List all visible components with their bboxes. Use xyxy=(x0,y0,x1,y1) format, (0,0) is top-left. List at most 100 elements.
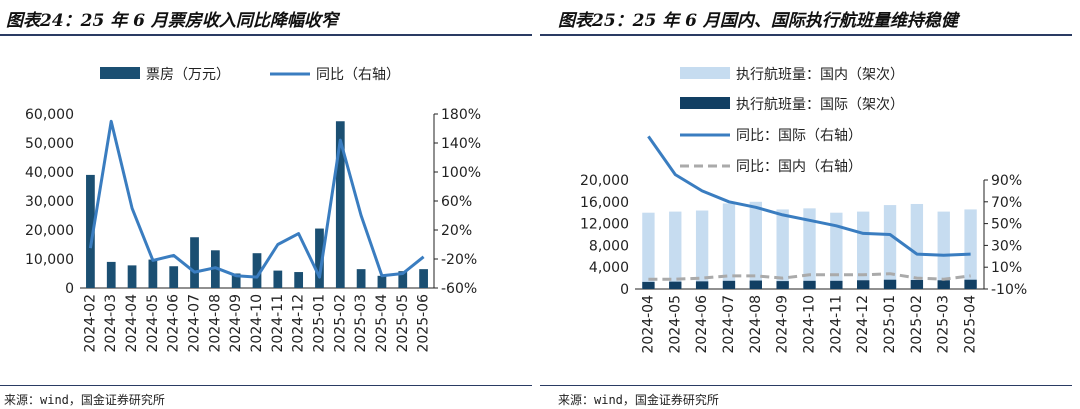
x-axis-tick-label: 2025-05 xyxy=(395,294,411,353)
left-axis-tick-label: 40,000 xyxy=(25,165,74,181)
legend-swatch xyxy=(680,97,730,109)
bar-1 xyxy=(419,269,428,288)
right-axis-tick-label: 50% xyxy=(991,217,1022,233)
title-divider xyxy=(540,34,1072,36)
bar-2 xyxy=(830,280,843,289)
chart-panel-flights: 图表25：25 年 6 月国内、国际执行航班量维持稳健 0 4,000 8,000 1… xyxy=(540,0,1080,409)
x-axis-tick-label: 2024-05 xyxy=(145,294,161,353)
x-axis-tick-label: 2024-02 xyxy=(82,294,98,353)
bar-1 xyxy=(398,271,408,288)
bar-2 xyxy=(857,280,870,289)
left-axis-tick-label: 8,000 xyxy=(589,238,629,254)
x-axis-tick-label: 2025-01 xyxy=(311,294,327,353)
line-series-2 xyxy=(648,272,971,281)
bar-1 xyxy=(273,270,283,288)
bar-1 xyxy=(722,203,736,289)
right-axis-tick-label: 180% xyxy=(441,107,481,123)
bar-2 xyxy=(776,281,789,289)
bar-1 xyxy=(749,201,762,289)
right-axis-tick-label: 70% xyxy=(991,195,1022,211)
title-divider xyxy=(0,34,532,36)
x-axis-tick-label: 2024-03 xyxy=(103,294,119,353)
right-axis-tick-label: -10% xyxy=(991,282,1027,298)
chart-panel-box-office: 图表24：25 年 6 月票房收入同比降幅收窄 0 10,000 20,000 30,… xyxy=(0,11,532,407)
x-axis-tick-label: 2024-06 xyxy=(166,294,182,353)
chart-title-box-office: 图表24：25 年 6 月票房收入同比降幅收窄 xyxy=(6,11,338,31)
x-axis-tick-label: 2024-12 xyxy=(855,295,871,354)
bar-1 xyxy=(148,259,158,288)
bar-2 xyxy=(910,280,924,289)
x-axis-tick-label: 2024-09 xyxy=(775,295,791,354)
x-axis-tick-label: 2024-08 xyxy=(207,294,223,353)
legend-label: 执行航班量：国际（架次） xyxy=(736,97,904,113)
bar-1 xyxy=(642,212,655,289)
line-series-1 xyxy=(647,135,971,257)
line-series-1 xyxy=(88,119,425,279)
bar-1 xyxy=(857,211,870,289)
bar-1 xyxy=(106,261,116,288)
right-axis-tick-label: 60% xyxy=(441,194,472,210)
right-axis-tick-label: -60% xyxy=(441,281,477,297)
bar-1 xyxy=(776,209,789,289)
flights-chart: 0 4,000 8,000 12,000 16,000 20,000 -10% 10% 30% 5… xyxy=(580,67,1027,354)
right-axis-tick-label: -20% xyxy=(441,252,477,268)
left-axis-tick-label: 0 xyxy=(65,281,74,297)
left-axis-tick-label: 50,000 xyxy=(25,136,74,152)
right-axis-tick-label: 20% xyxy=(441,223,472,239)
bar-1 xyxy=(294,272,304,288)
bar-2 xyxy=(695,281,709,289)
bar-2 xyxy=(722,280,736,289)
x-axis-tick-label: 2024-11 xyxy=(828,295,844,354)
left-axis-tick-label: 12,000 xyxy=(580,217,629,233)
x-axis-tick-label: 2024-10 xyxy=(249,294,265,353)
x-axis-tick-label: 2025-04 xyxy=(963,295,979,354)
bar-1 xyxy=(127,265,137,288)
bar-1 xyxy=(190,237,199,288)
bar-2 xyxy=(937,280,950,289)
x-axis-tick-label: 2025-01 xyxy=(882,295,898,354)
bar-1 xyxy=(231,273,241,288)
right-axis-tick-label: 100% xyxy=(441,165,481,181)
legend-label: 同比：国际（右轴） xyxy=(736,128,862,144)
x-axis-tick-label: 2025-02 xyxy=(332,294,348,353)
x-axis-tick-label: 2024-04 xyxy=(124,294,140,353)
legend-label: 同比：国内（右轴） xyxy=(736,159,862,175)
left-axis-tick-label: 4,000 xyxy=(589,260,629,276)
bar-2 xyxy=(642,281,655,289)
bar-2 xyxy=(964,279,977,289)
bar-1 xyxy=(883,205,897,289)
x-axis-tick-label: 2025-02 xyxy=(909,295,925,354)
bar-1 xyxy=(669,211,682,289)
bar-1 xyxy=(910,203,924,289)
x-axis-tick-label: 2024-07 xyxy=(187,294,203,353)
x-axis-tick-label: 2025-04 xyxy=(374,294,390,353)
source-divider xyxy=(540,385,1072,386)
right-axis-tick-label: 90% xyxy=(991,173,1022,189)
x-axis-tick-label: 2025-06 xyxy=(416,294,432,353)
x-axis-tick-label: 2025-03 xyxy=(936,295,952,354)
x-axis-tick-label: 2024-12 xyxy=(291,294,307,353)
x-axis-tick-label: 2024-07 xyxy=(721,295,737,354)
bar-1 xyxy=(964,209,977,289)
left-axis-tick-label: 10,000 xyxy=(25,252,74,268)
bar-1 xyxy=(252,253,262,288)
box-office-chart: 0 10,000 20,000 30,000 40,000 50,000 60,000 -60… xyxy=(25,67,481,353)
left-axis-tick-label: 20,000 xyxy=(25,223,74,239)
bar-1 xyxy=(830,212,843,289)
bar-1 xyxy=(695,210,709,289)
left-axis-tick-label: 16,000 xyxy=(580,195,629,211)
bar-1 xyxy=(937,211,950,289)
right-axis-tick-label: 140% xyxy=(441,136,481,152)
bar-1 xyxy=(377,275,387,288)
chart-title-flights: 图表25：25 年 6 月国内、国际执行航班量维持稳健 xyxy=(558,11,958,31)
x-axis-tick-label: 2024-09 xyxy=(228,294,244,353)
bar-2 xyxy=(749,280,762,289)
right-axis-tick-label: 10% xyxy=(991,260,1022,276)
right-axis-tick-label: 30% xyxy=(991,238,1022,254)
legend-label: 同比（右轴） xyxy=(316,67,400,83)
source-note: 来源：wind，国金证券研究所 xyxy=(4,393,165,407)
x-axis-tick-label: 2024-11 xyxy=(270,294,286,353)
legend-swatch xyxy=(100,67,140,79)
bar-2 xyxy=(883,279,897,289)
x-axis-tick-label: 2024-10 xyxy=(802,295,818,354)
